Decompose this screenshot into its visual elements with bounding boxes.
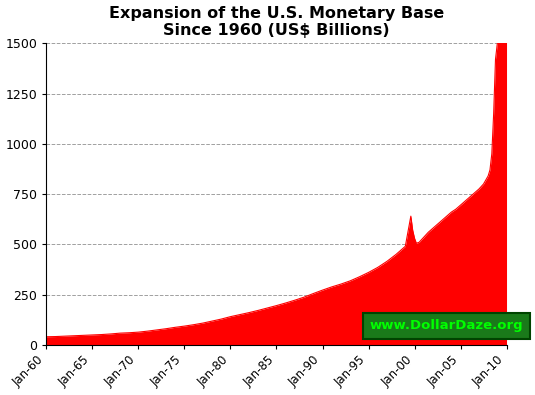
Title: Expansion of the U.S. Monetary Base
Since 1960 (US$ Billions): Expansion of the U.S. Monetary Base Sinc… xyxy=(109,6,444,38)
Text: www.DollarDaze.org: www.DollarDaze.org xyxy=(370,319,524,332)
